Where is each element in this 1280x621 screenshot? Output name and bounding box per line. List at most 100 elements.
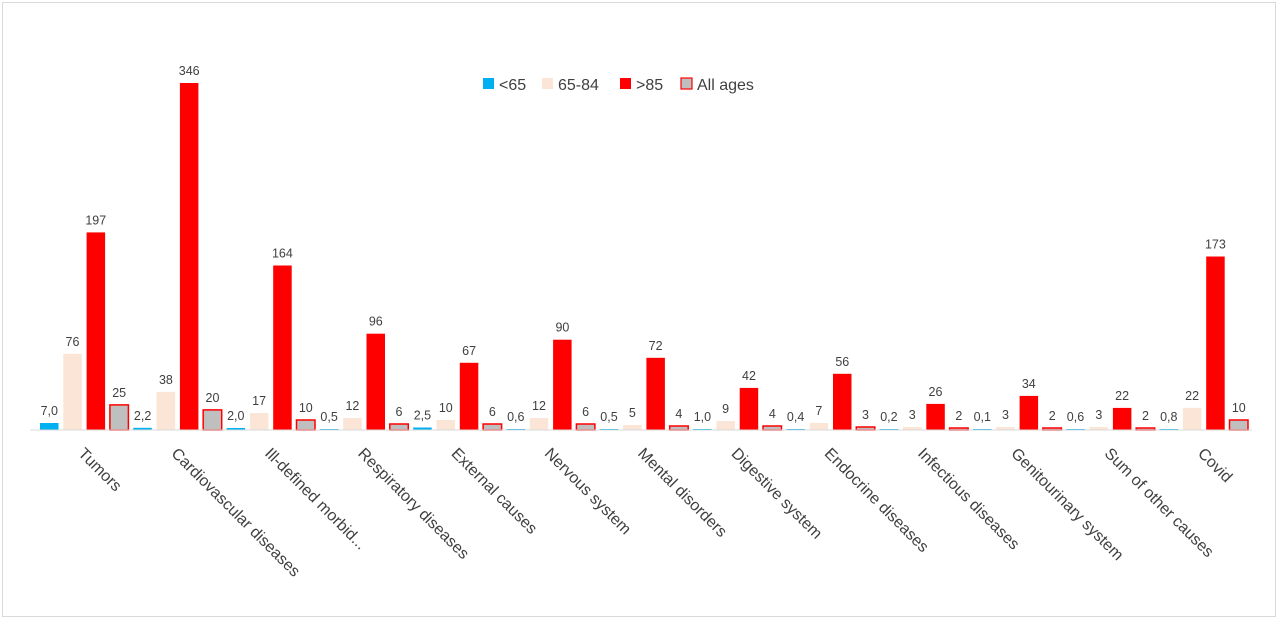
category-label-5: External causes <box>448 445 541 538</box>
bar-2-9 <box>809 423 829 430</box>
bar-2-3 <box>249 413 269 430</box>
data-label-4-10: 2 <box>955 409 962 423</box>
data-label-3-12: 22 <box>1115 389 1129 403</box>
data-label-3-13: 173 <box>1205 238 1226 252</box>
data-label-1-5: 2,5 <box>414 409 431 423</box>
data-label-1-6: 0,6 <box>507 410 524 424</box>
data-label-4-9: 3 <box>862 408 869 422</box>
data-label-3-6: 90 <box>555 321 569 335</box>
data-label-2-9: 7 <box>815 404 822 418</box>
data-label-1-1: 7,0 <box>41 404 58 418</box>
data-label-3-11: 34 <box>1022 377 1036 391</box>
legend: <65 65-84 >85 All ages <box>483 77 754 94</box>
data-label-3-5: 67 <box>462 344 476 358</box>
data-label-2-3: 17 <box>252 394 266 408</box>
bar-4-1 <box>109 404 130 431</box>
data-label-3-9: 56 <box>835 355 849 369</box>
legend-label-3: >85 <box>636 77 663 94</box>
bar-2-13 <box>1182 407 1202 430</box>
legend-swatch-4 <box>680 77 693 90</box>
bar-2-7 <box>623 425 642 430</box>
data-label-1-7: 0,5 <box>600 410 617 424</box>
data-label-4-4: 6 <box>396 405 403 419</box>
bars <box>40 83 1249 431</box>
legend-label-4: All ages <box>697 77 754 94</box>
bar-3-3 <box>273 265 292 430</box>
bar-2-1 <box>63 353 82 430</box>
bar-4-6 <box>575 423 596 431</box>
bar-4-4 <box>389 423 410 431</box>
data-label-3-8: 42 <box>742 369 756 383</box>
data-label-1-2: 2,2 <box>134 409 151 423</box>
data-label-4-12: 2 <box>1142 409 1149 423</box>
bar-1-5 <box>413 427 432 430</box>
data-label-1-12: 0,6 <box>1067 410 1084 424</box>
bar-3-7 <box>646 357 665 430</box>
data-label-4-3: 10 <box>299 401 313 415</box>
data-label-2-5: 10 <box>439 401 453 415</box>
bar-3-6 <box>553 339 572 430</box>
bar-2-5 <box>436 420 455 430</box>
bar-2-10 <box>903 427 922 430</box>
bar-2-6 <box>529 418 549 430</box>
data-label-4-11: 2 <box>1049 409 1056 423</box>
data-label-4-1: 25 <box>112 386 126 400</box>
bar-3-5 <box>459 362 479 430</box>
data-label-3-10: 26 <box>929 385 943 399</box>
data-label-1-4: 0,5 <box>320 410 337 424</box>
data-label-2-12: 3 <box>1095 408 1102 422</box>
category-label-8: Digestive system <box>728 445 826 543</box>
data-label-2-11: 3 <box>1002 408 1009 422</box>
category-label-1: Tumors <box>75 445 125 495</box>
bar-2-2 <box>156 391 176 430</box>
category-label-6: Nervous system <box>541 445 634 538</box>
data-label-1-3: 2,0 <box>227 409 244 423</box>
data-label-1-10: 0,2 <box>880 410 897 424</box>
data-label-2-7: 5 <box>629 406 636 420</box>
data-label-4-8: 4 <box>769 407 776 421</box>
data-label-1-13: 0,8 <box>1160 410 1177 424</box>
data-label-1-8: 1,0 <box>694 410 711 424</box>
legend-swatch-1 <box>483 78 494 89</box>
legend-label-1: <65 <box>499 77 526 94</box>
bar-4-2 <box>202 409 223 431</box>
category-label-10: Infectious diseases <box>914 445 1022 553</box>
data-label-2-10: 3 <box>909 408 916 422</box>
category-labels: Tumors Cardiovascular diseasesIll-defined… <box>75 445 1236 580</box>
data-label-3-3: 164 <box>272 247 293 261</box>
legend-swatch-2 <box>542 78 553 89</box>
legend-swatch-3 <box>620 78 631 89</box>
data-label-2-6: 12 <box>532 399 546 413</box>
data-label-4-7: 4 <box>675 407 682 421</box>
bar-4-3 <box>295 419 316 431</box>
category-label-13: Covid <box>1194 445 1235 486</box>
data-label-3-7: 72 <box>649 339 663 353</box>
category-label-3: Ill-defined morbid... <box>261 445 369 553</box>
data-label-2-13: 22 <box>1185 389 1199 403</box>
bar-2-11 <box>996 427 1015 430</box>
bar-2-12 <box>1089 427 1109 430</box>
data-label-4-2: 20 <box>206 391 220 405</box>
category-label-9: Endocrine diseases <box>821 445 932 556</box>
bar-1-2 <box>133 427 152 430</box>
bar-3-4 <box>366 333 385 430</box>
data-label-2-2: 38 <box>159 373 173 387</box>
category-label-7: Mental disorders <box>634 445 730 541</box>
data-label-2-1: 76 <box>66 335 80 349</box>
bar-3-11 <box>1019 395 1039 430</box>
data-label-3-4: 96 <box>369 315 383 329</box>
data-label-3-1: 197 <box>85 213 106 227</box>
data-label-4-5: 6 <box>489 405 496 419</box>
bar-4-13 <box>1228 419 1249 431</box>
bar-3-10 <box>926 403 945 430</box>
data-label-1-11: 0,1 <box>974 410 991 424</box>
bar-3-1 <box>86 232 106 430</box>
bar-3-9 <box>833 373 852 430</box>
bar-3-13 <box>1206 256 1225 430</box>
legend-label-2: 65-84 <box>558 77 599 94</box>
data-label-2-4: 12 <box>345 399 359 413</box>
bar-3-2 <box>179 83 199 430</box>
